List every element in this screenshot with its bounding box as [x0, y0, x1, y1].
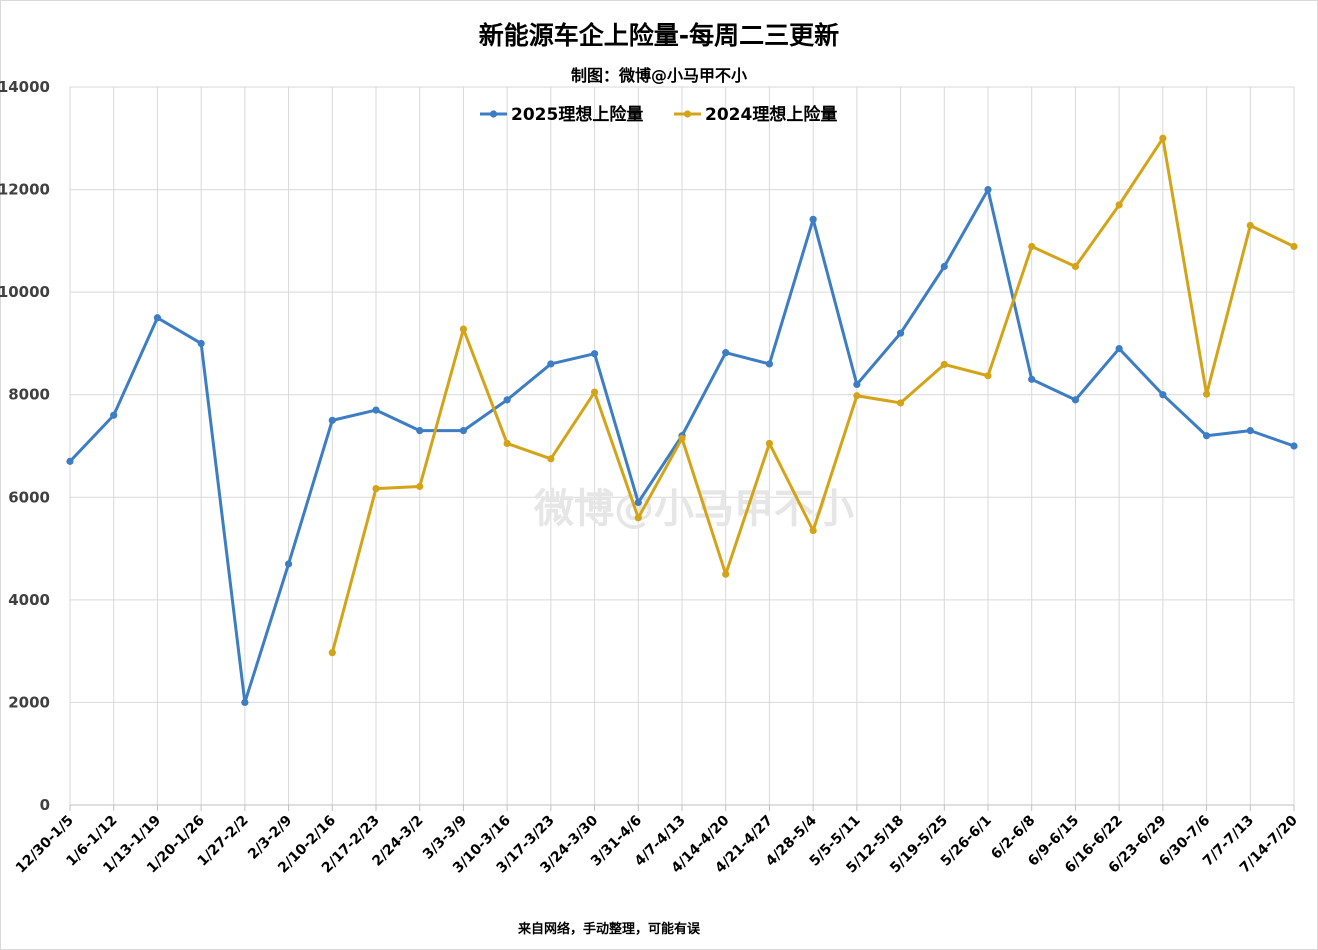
y-tick-label: 2000 [8, 693, 50, 711]
x-tick-label: 12/30-1/5 [13, 813, 77, 877]
data-point-2025 [328, 416, 336, 424]
data-point-2024 [765, 439, 774, 448]
y-tick-label: 8000 [8, 386, 50, 404]
y-tick-label: 14000 [0, 78, 50, 96]
data-point-2024 [853, 392, 861, 400]
data-point-2025 [372, 406, 380, 414]
data-point-2025 [940, 262, 948, 271]
data-point-2024 [1071, 262, 1080, 271]
data-point-2025 [590, 350, 599, 358]
data-point-2024 [503, 439, 511, 448]
data-point-2024 [809, 527, 817, 535]
data-point-2025 [1071, 396, 1080, 404]
data-point-2025 [1202, 432, 1211, 440]
data-point-2025 [765, 360, 774, 368]
chart-subtitle: 制图：微博@小马甲不小 [570, 66, 747, 85]
chart-footnote: 来自网络，手动整理，可能有误 [517, 922, 700, 937]
data-point-2024 [590, 388, 599, 396]
data-point-2025 [896, 329, 905, 337]
data-point-2025 [416, 427, 424, 435]
data-point-2024 [547, 455, 555, 463]
data-point-2025 [1290, 442, 1298, 450]
data-point-2025 [547, 360, 555, 368]
watermark-text: 微博@小马甲不小 [533, 486, 854, 532]
y-tick-label: 10000 [0, 283, 50, 301]
data-point-2025 [722, 349, 730, 357]
data-point-2024 [372, 484, 380, 493]
legend-label: 2025理想上险量 [511, 104, 643, 125]
data-point-2025 [66, 457, 74, 465]
data-point-2024 [1028, 242, 1036, 251]
data-point-2025 [634, 498, 642, 507]
data-point-2024 [1290, 242, 1298, 251]
data-point-2024 [896, 399, 905, 407]
data-point-2024 [1202, 390, 1211, 398]
data-point-2025 [241, 698, 249, 707]
data-point-2024 [722, 570, 730, 578]
data-point-2025 [153, 314, 162, 322]
data-point-2024 [1159, 134, 1167, 142]
chart-title: 新能源车企上险量-每周二三更新 [478, 21, 840, 50]
data-point-2025 [284, 560, 293, 568]
data-point-2025 [1028, 375, 1036, 383]
data-point-2024 [1246, 221, 1254, 230]
data-point-2025 [503, 396, 511, 404]
data-point-2024 [984, 372, 992, 380]
data-point-2025 [459, 427, 468, 435]
data-point-2024 [634, 514, 642, 522]
data-point-2025 [110, 411, 118, 419]
data-point-2024 [940, 360, 948, 369]
data-point-2024 [328, 649, 336, 657]
legend-label: 2024理想上险量 [705, 104, 837, 125]
y-tick-label: 0 [40, 796, 50, 814]
legend-swatch-marker [489, 110, 498, 118]
legend-swatch-marker [683, 110, 692, 118]
data-point-2024 [678, 434, 686, 442]
data-point-2025 [1115, 344, 1123, 353]
data-point-2024 [1115, 201, 1123, 209]
data-point-2025 [984, 185, 992, 194]
y-tick-label: 12000 [0, 181, 50, 199]
data-point-2024 [416, 482, 424, 491]
y-tick-label: 6000 [8, 488, 50, 506]
y-tick-label: 4000 [8, 591, 50, 609]
data-point-2025 [853, 380, 861, 389]
data-point-2025 [1246, 427, 1254, 435]
data-point-2024 [459, 325, 468, 333]
data-point-2025 [809, 215, 817, 223]
data-point-2025 [1159, 391, 1167, 399]
data-point-2025 [197, 339, 205, 348]
